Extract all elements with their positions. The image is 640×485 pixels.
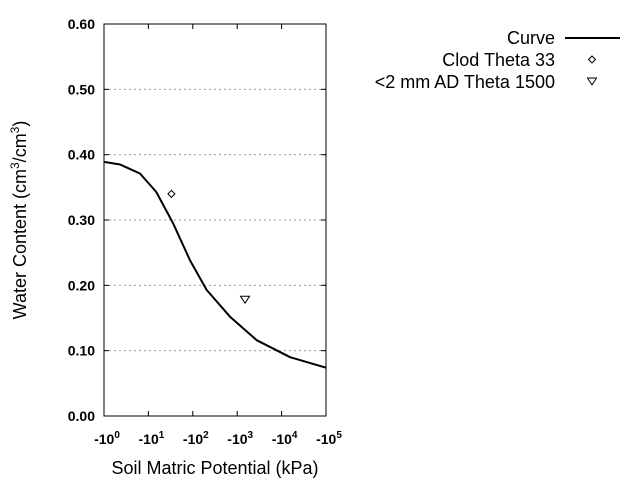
y-tick-label: 0.50 <box>68 81 95 97</box>
y-tick-label: 0.00 <box>68 408 95 424</box>
series-layer <box>103 160 327 369</box>
x-tick-label: -100 <box>94 430 120 447</box>
ad-theta-1500-point <box>239 295 251 305</box>
grid-lines <box>104 88 326 352</box>
curve-line <box>103 160 327 369</box>
legend-label-curve: Curve <box>507 28 555 48</box>
legend-label-clod: Clod Theta 33 <box>442 50 555 70</box>
legend-swatch-triangle <box>586 77 598 86</box>
x-axis-label: Soil Matric Potential (kPa) <box>111 458 318 478</box>
clod-theta-33-point <box>167 189 176 199</box>
x-tick-label: -105 <box>316 430 342 447</box>
y-tick-label: 0.20 <box>68 277 95 293</box>
x-tick-label: -101 <box>139 430 165 447</box>
y-axis-label: Water Content (cm3/cm3) <box>8 121 30 320</box>
legend: Curve Clod Theta 33 <2 mm AD Theta 1500 <box>375 28 620 92</box>
x-tick-label: -104 <box>272 430 298 447</box>
y-axis: 0.00 0.10 0.20 0.30 0.40 0.50 0.60 <box>68 16 326 424</box>
y-tick-label: 0.10 <box>68 343 95 359</box>
x-axis: -100 -101 -102 -103 -104 -105 <box>94 24 342 447</box>
x-tick-label: -102 <box>183 430 209 447</box>
x-tick-label: -103 <box>227 430 253 447</box>
y-tick-label: 0.40 <box>68 147 95 163</box>
legend-label-ad: <2 mm AD Theta 1500 <box>375 72 555 92</box>
y-tick-label: 0.30 <box>68 212 95 228</box>
legend-swatch-diamond <box>587 55 597 64</box>
y-tick-label: 0.60 <box>68 16 95 32</box>
